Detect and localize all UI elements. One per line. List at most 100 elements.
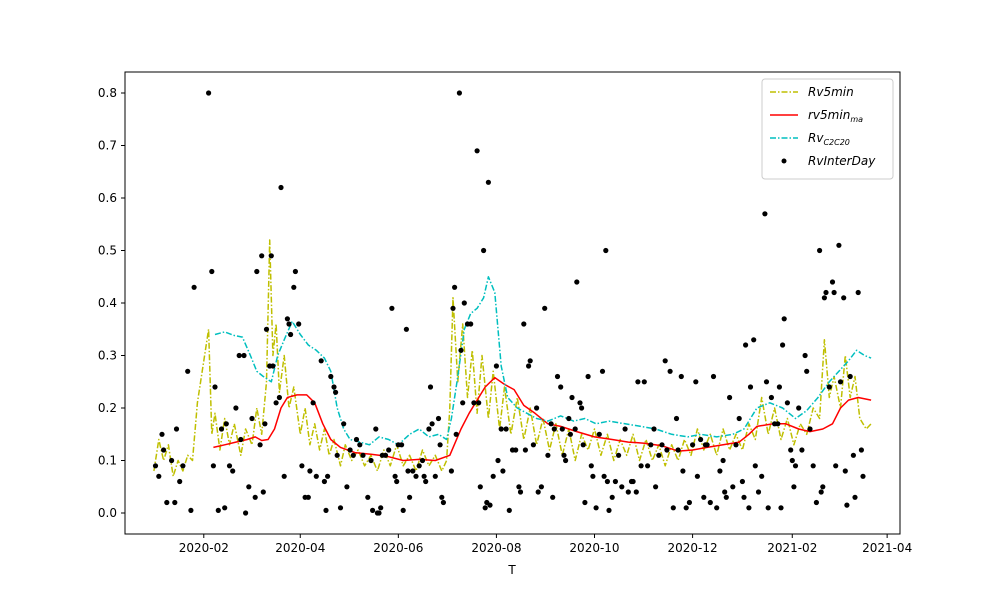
data-point [741, 494, 747, 500]
data-point [683, 505, 689, 511]
data-point [212, 384, 218, 390]
data-point [254, 268, 260, 275]
data-point [249, 415, 255, 422]
data-point [538, 484, 545, 490]
data-point [403, 326, 409, 332]
data-point [641, 379, 647, 385]
x-tick-label: 2020-02 [179, 541, 229, 555]
data-point [820, 484, 826, 490]
data-point [476, 400, 482, 406]
y-tick-label: 0.4 [98, 296, 117, 310]
data-point [717, 468, 723, 474]
data-point [477, 484, 483, 490]
data-point [710, 373, 717, 380]
data-point [768, 394, 775, 401]
data-point [246, 484, 252, 490]
data-point [599, 368, 606, 374]
data-point [169, 457, 175, 464]
series-c2c-line [214, 276, 872, 446]
data-point [747, 384, 754, 390]
data-point [389, 305, 395, 311]
data-point [278, 184, 284, 191]
data-point [307, 468, 313, 474]
data-point [259, 253, 265, 259]
data-point [180, 463, 186, 469]
data-point [503, 426, 509, 432]
data-point [458, 347, 464, 353]
data-point [807, 426, 813, 432]
data-point [440, 499, 446, 506]
data-point [577, 400, 583, 406]
data-point [456, 90, 462, 96]
data-point [429, 421, 435, 427]
data-point [545, 452, 551, 458]
data-point [542, 305, 548, 311]
data-point [230, 468, 236, 474]
data-point [762, 211, 768, 217]
data-point [675, 447, 681, 453]
y-tick-label: 0.0 [98, 506, 117, 520]
x-tick-label: 2020-06 [373, 541, 423, 555]
data-point [781, 316, 787, 322]
data-point [360, 452, 366, 458]
data-point [257, 442, 263, 448]
data-point [638, 463, 644, 469]
y-tick-label: 0.1 [98, 454, 117, 468]
data-point [603, 247, 609, 254]
data-point [789, 457, 795, 464]
data-point [765, 505, 771, 511]
data-point [222, 505, 228, 511]
data-point [373, 426, 379, 432]
data-point [784, 400, 791, 406]
data-point [630, 478, 636, 485]
data-point [813, 499, 820, 506]
data-point [746, 505, 752, 511]
data-point [498, 426, 504, 432]
data-point [495, 457, 501, 464]
data-point [500, 468, 506, 474]
data-point [419, 457, 426, 464]
data-point [534, 405, 540, 411]
data-point [850, 452, 857, 458]
data-point [579, 405, 585, 411]
data-point [776, 384, 783, 390]
data-point [407, 494, 413, 500]
data-point [386, 447, 392, 453]
data-point [844, 502, 850, 508]
data-point [286, 321, 292, 327]
data-point [281, 473, 287, 479]
data-point [305, 494, 311, 500]
data-point [468, 321, 474, 327]
data-point [437, 442, 443, 448]
data-point [344, 484, 350, 490]
data-point [821, 295, 828, 301]
data-point [818, 489, 824, 495]
data-point [701, 494, 707, 500]
data-point [310, 400, 316, 406]
x-tick-label: 2020-04 [275, 541, 325, 555]
data-point [530, 442, 537, 448]
data-point [350, 452, 356, 458]
data-point [645, 463, 651, 469]
data-point [268, 253, 274, 259]
data-point [474, 148, 480, 154]
data-point [493, 363, 499, 369]
data-point [328, 373, 334, 380]
data-point [453, 431, 459, 437]
data-point [341, 421, 347, 427]
data-point [739, 478, 746, 485]
data-point [394, 478, 400, 485]
data-point [730, 484, 736, 490]
data-point [804, 368, 810, 374]
data-point [173, 426, 180, 432]
data-point [651, 426, 657, 432]
data-point [736, 415, 742, 422]
data-point [596, 431, 602, 437]
x-axis: 2020-02 2020-04 2020-06 2020-08 2020-10 2020-… [179, 534, 912, 555]
data-point [432, 473, 438, 479]
data-point [686, 499, 693, 506]
data-point [609, 494, 615, 500]
data-point [435, 415, 442, 422]
data-point [662, 358, 668, 364]
data-point [625, 489, 631, 495]
